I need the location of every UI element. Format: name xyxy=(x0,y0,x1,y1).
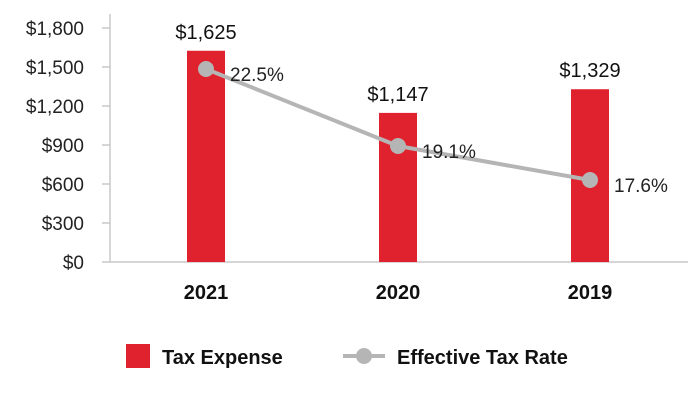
x-tick-label-2021: 2021 xyxy=(184,282,229,304)
rate-line xyxy=(198,61,598,188)
rate-marker-2021 xyxy=(198,61,214,77)
legend: Tax Expense Effective Tax Rate xyxy=(126,344,568,369)
bars xyxy=(187,50,609,262)
legend-label-tax-expense: Tax Expense xyxy=(162,347,283,369)
x-tick-label-2020: 2020 xyxy=(376,282,421,304)
y-tick-label: $1,500 xyxy=(26,58,84,79)
legend-marker-effective-tax-rate xyxy=(356,348,372,364)
y-tick-label: $300 xyxy=(42,214,84,235)
y-tick-label: $1,200 xyxy=(26,97,84,118)
rate-value-label-2020: 19.1% xyxy=(422,142,476,163)
legend-swatch-tax-expense xyxy=(126,344,150,368)
rate-value-label-2021: 22.5% xyxy=(230,65,284,86)
bar-2020 xyxy=(379,112,417,262)
bar-value-label-2021: $1,625 xyxy=(175,22,236,44)
y-tick-label: $1,800 xyxy=(26,19,84,40)
y-tick-label: $0 xyxy=(63,253,84,274)
bar-value-label-2020: $1,147 xyxy=(367,84,428,106)
legend-label-effective-tax-rate: Effective Tax Rate xyxy=(397,347,568,369)
bar-2021 xyxy=(187,50,225,262)
bar-value-label-2019: $1,329 xyxy=(559,60,620,82)
rate-marker-2019 xyxy=(582,172,598,188)
y-tick-label: $600 xyxy=(42,175,84,196)
x-tick-label-2019: 2019 xyxy=(568,282,613,304)
rate-marker-2020 xyxy=(390,138,406,155)
labels: $1,625 2021 $1,147 2020 $1,329 2019 22.5% 19.1%… xyxy=(175,22,668,304)
y-tick-label: $900 xyxy=(42,136,84,157)
rate-value-label-2019: 17.6% xyxy=(614,176,668,197)
